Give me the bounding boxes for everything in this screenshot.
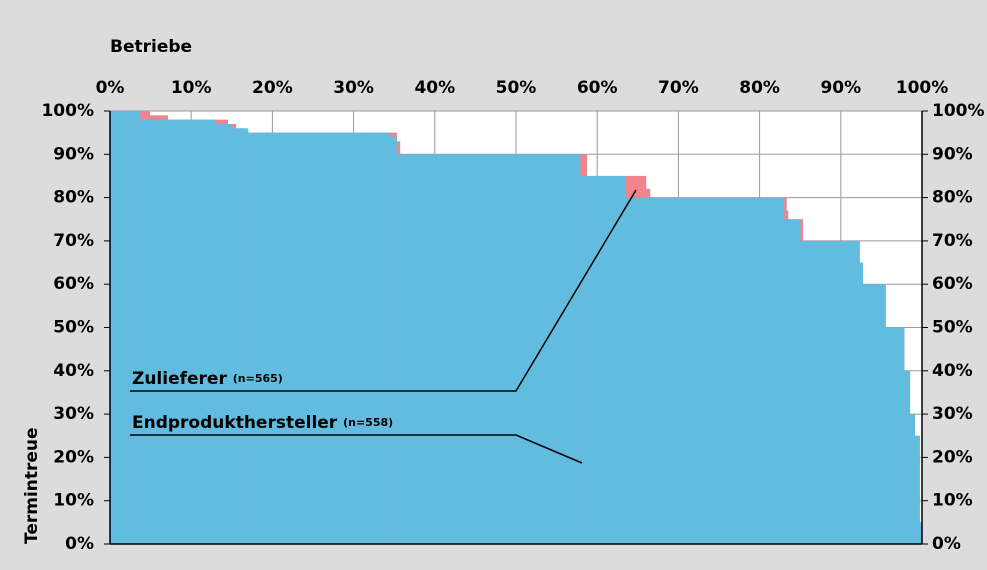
x-tick-label: 60%: [577, 78, 618, 98]
x-tick-label: 20%: [252, 78, 293, 98]
step-bar: [140, 119, 216, 544]
y-tick-label: 0%: [65, 534, 94, 554]
step-bar: [580, 175, 626, 544]
step-bar: [919, 522, 923, 544]
legend-note: (n=558): [343, 416, 393, 429]
y-tick-label: 80%: [53, 188, 94, 208]
legend-name: Zulieferer: [132, 369, 227, 389]
step-bar: [885, 327, 905, 544]
x-tick-label: 80%: [739, 78, 780, 98]
step-bar: [800, 240, 860, 544]
y-tick-label: 20%: [53, 447, 94, 467]
legend-label: Endprodukthersteller (n=558): [132, 413, 393, 433]
legend-name: Endprodukthersteller: [132, 413, 338, 433]
step-bar: [909, 414, 915, 544]
y2-tick-label: 50%: [932, 318, 973, 338]
step-bar: [110, 111, 141, 544]
y2-tick-label: 40%: [932, 361, 973, 381]
x-tick-label: 0%: [96, 78, 125, 98]
y-tick-label: 70%: [53, 231, 94, 251]
x-axis-label: Betriebe: [110, 37, 192, 57]
step-bar: [904, 370, 911, 544]
y-tick-label: 50%: [53, 318, 94, 338]
x-tick-label: 50%: [496, 78, 537, 98]
y-tick-label: 100%: [41, 101, 94, 121]
step-bar: [231, 128, 249, 544]
y2-tick-label: 30%: [932, 404, 973, 424]
y-tick-label: 10%: [53, 491, 94, 511]
y2-tick-label: 0%: [932, 534, 961, 554]
x-tick-label: 100%: [896, 78, 949, 98]
y-tick-label: 30%: [53, 404, 94, 424]
legend-note: (n=565): [233, 372, 283, 385]
step-bar: [390, 136, 397, 545]
step-bar: [396, 154, 581, 545]
step-bar: [862, 284, 886, 544]
step-bar: [248, 132, 391, 544]
y-tick-label: 90%: [53, 144, 94, 164]
y2-tick-label: 90%: [932, 144, 973, 164]
y-tick-label: 40%: [53, 361, 94, 381]
series-area: [110, 111, 923, 545]
y2-tick-label: 70%: [932, 231, 973, 251]
y2-tick-label: 100%: [932, 101, 985, 121]
leader-line: [130, 189, 637, 392]
leader-line: [130, 434, 583, 464]
step-bar: [859, 262, 864, 544]
y2-tick-label: 10%: [932, 491, 973, 511]
step-bar: [215, 123, 233, 545]
y-axis-label: Termintreue: [22, 427, 42, 544]
y2-tick-label: 20%: [932, 447, 973, 467]
x-tick-label: 10%: [171, 78, 212, 98]
step-bar: [914, 435, 920, 544]
legend-label: Zulieferer (n=565): [132, 369, 283, 389]
y2-tick-label: 60%: [932, 274, 973, 294]
x-tick-label: 40%: [414, 78, 455, 98]
step-bar: [625, 197, 785, 544]
x-tick-label: 90%: [820, 78, 861, 98]
x-tick-label: 30%: [333, 78, 374, 98]
step-bar: [783, 219, 801, 544]
x-tick-label: 70%: [658, 78, 699, 98]
y-tick-label: 60%: [53, 274, 94, 294]
y2-tick-label: 80%: [932, 188, 973, 208]
